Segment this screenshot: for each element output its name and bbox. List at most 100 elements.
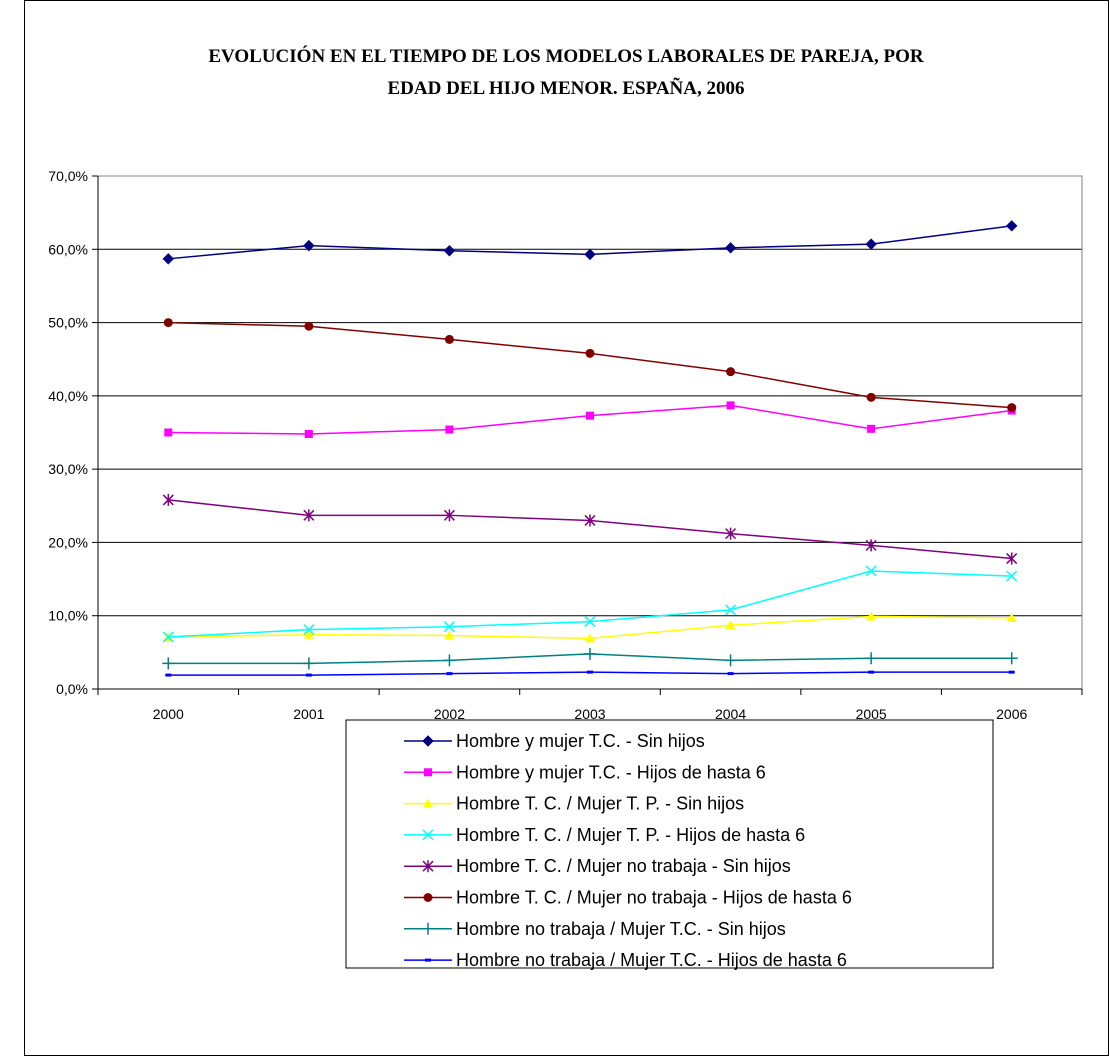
data-point [587, 670, 593, 674]
data-point [443, 245, 456, 257]
marker-x [303, 624, 315, 636]
y-tick-label: 40,0% [48, 388, 88, 404]
data-point [1005, 652, 1018, 665]
data-point [163, 318, 173, 328]
data-point [865, 652, 878, 665]
data-point [725, 620, 736, 630]
data-point [585, 348, 595, 358]
data-point [584, 248, 596, 261]
legend-label: Hombre y mujer T.C. - Hijos de hasta 6 [456, 762, 766, 782]
marker-triangle [585, 633, 595, 643]
data-point [867, 424, 876, 433]
data-point [865, 565, 877, 577]
marker-dash [587, 670, 593, 674]
data-point [303, 629, 314, 639]
data-point [162, 631, 174, 643]
marker-star [443, 509, 455, 522]
legend-label: Hombre T. C. / Mujer no trabaja - Hijos … [456, 888, 852, 908]
y-tick-label: 60,0% [48, 241, 88, 257]
series-3 [163, 611, 1017, 643]
y-tick-label: 20,0% [48, 534, 88, 550]
marker-circle [163, 318, 173, 328]
data-point [584, 647, 596, 660]
data-point [1008, 670, 1015, 674]
marker-diamond [162, 253, 174, 265]
data-point [443, 621, 455, 633]
data-point [162, 253, 174, 265]
marker-dash [425, 958, 431, 962]
data-point [444, 630, 455, 640]
data-point [305, 673, 312, 677]
marker-triangle [866, 611, 877, 621]
y-tick-label: 70,0% [48, 168, 88, 184]
legend-item: Hombre T. C. / Mujer T. P. - Sin hijos [404, 794, 744, 814]
data-point [446, 672, 453, 676]
legend: Hombre y mujer T.C. - Sin hijos Hombre y … [345, 719, 994, 970]
marker-plus [724, 654, 737, 667]
legend-item: Hombre no trabaja / Mujer T.C. - Hijos d… [404, 950, 847, 970]
marker-plus [162, 657, 175, 670]
data-point [304, 321, 314, 331]
y-tick-label: 10,0% [48, 608, 88, 624]
data-point [162, 657, 175, 670]
legend-item: Hombre y mujer T.C. - Sin hijos [404, 731, 705, 751]
legend-item: Hombre T. C. / Mujer no trabaja - Hijos … [404, 888, 852, 908]
marker-plus [865, 652, 878, 665]
x-tick-label: 2004 [715, 706, 746, 722]
y-tick-label: 50,0% [48, 315, 88, 331]
marker-triangle [444, 630, 455, 640]
marker-diamond [865, 238, 877, 250]
marker-square [867, 424, 876, 433]
data-point [584, 616, 596, 628]
data-point [162, 493, 174, 506]
marker-circle [726, 367, 736, 377]
x-tick-label: 2002 [434, 706, 465, 722]
series-6 [163, 318, 1017, 413]
legend-item: Hombre T. C. / Mujer T. P. - Hijos de ha… [404, 825, 805, 845]
marker-square [726, 401, 735, 410]
data-point [585, 633, 595, 643]
marker-triangle [1006, 612, 1017, 622]
marker-plus [584, 647, 596, 660]
data-point [423, 798, 433, 808]
series-2 [164, 401, 1016, 438]
data-point [724, 654, 737, 667]
data-point [584, 514, 596, 527]
marker-plus [1005, 652, 1018, 665]
x-tick-label: 2000 [153, 706, 184, 722]
data-point [304, 429, 313, 438]
marker-circle [423, 893, 433, 902]
marker-star [725, 527, 737, 540]
marker-diamond [1006, 220, 1018, 232]
legend-label: Hombre y mujer T.C. - Sin hijos [456, 731, 705, 751]
marker-square [164, 428, 173, 437]
marker-diamond [303, 239, 315, 252]
chart-title-line-1: EVOLUCIÓN EN EL TIEMPO DE LOS MODELOS LA… [208, 45, 924, 67]
data-point [422, 922, 434, 935]
data-point [1007, 403, 1017, 413]
marker-x [725, 604, 737, 616]
data-point [865, 238, 877, 250]
marker-dash [165, 673, 172, 677]
series-line [168, 499, 1012, 560]
marker-dash [446, 672, 453, 676]
data-point [165, 673, 172, 677]
legend-label: Hombre T. C. / Mujer T. P. - Hijos de ha… [456, 825, 805, 845]
marker-square [445, 425, 454, 434]
marker-star [865, 539, 877, 552]
data-point [303, 239, 315, 252]
series-4 [162, 565, 1018, 643]
y-tick-label: 0,0% [56, 681, 88, 697]
marker-x [1006, 570, 1018, 582]
data-point [726, 367, 736, 377]
marker-square [424, 768, 432, 777]
legend-box [345, 719, 994, 969]
marker-circle [304, 321, 314, 331]
data-point [302, 657, 315, 670]
data-point [445, 425, 454, 434]
data-point [1006, 220, 1018, 232]
legend-label: Hombre no trabaja / Mujer T.C. - Hijos d… [456, 950, 847, 970]
plot-area: 0,0% 10,0% 20,0% 30,0% 40,0% 50,0% 60,0% 70,0% 2… [48, 168, 1083, 722]
marker-circle [1007, 403, 1017, 413]
